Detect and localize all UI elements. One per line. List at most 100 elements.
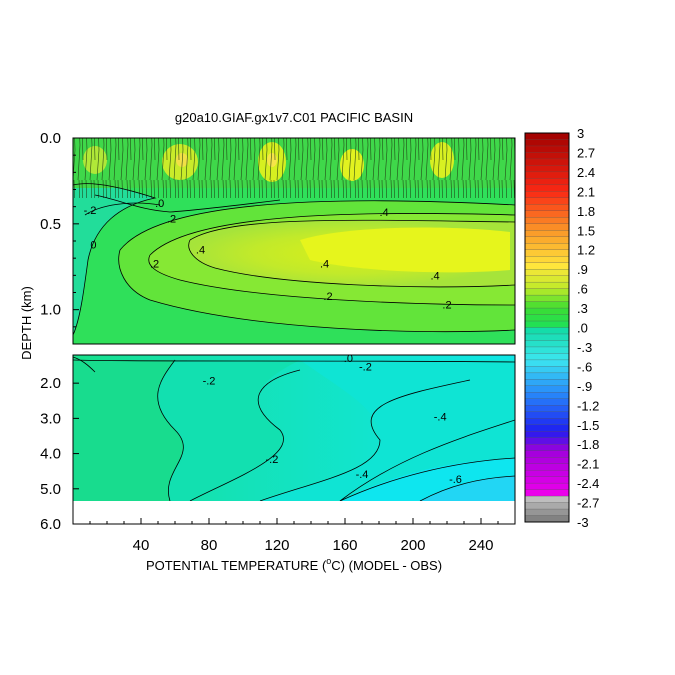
contour-line [189, 369, 301, 502]
colorbar-swatch [524, 281, 570, 290]
colorbar-label: 3 [577, 126, 584, 141]
colorbar-label: .0 [577, 321, 588, 336]
contour-label: -.2 [359, 361, 372, 373]
colorbar-label: -1.8 [577, 437, 599, 452]
colorbar-swatch [524, 184, 570, 192]
colorbar-swatch [524, 307, 570, 315]
contour-line [189, 219, 515, 241]
y-tick-label: 0.5 [40, 216, 61, 233]
contour-line [73, 359, 515, 363]
colorbar-label: -2.1 [577, 457, 599, 472]
colorbar-swatch [524, 508, 570, 516]
colorbar-swatch [524, 210, 570, 218]
colorbar-swatch [524, 385, 570, 393]
x-axis: 40 80 120 160 200 240 [89, 518, 499, 554]
colorbar-swatch [524, 359, 570, 367]
contour-line [188, 239, 515, 288]
contour-line [149, 213, 515, 256]
upper-surface-noise [73, 138, 515, 198]
contour-line [94, 194, 281, 213]
colorbar-swatch [524, 197, 570, 205]
colorbar-swatch [524, 268, 570, 277]
contour-line [118, 249, 515, 333]
colorbar-label: -1.2 [577, 398, 599, 413]
colorbar-swatch [524, 158, 570, 166]
contour-label: -.4 [434, 412, 447, 424]
colorbar-swatch [524, 132, 570, 140]
x-axis-label-part1: POTENTIAL TEMPERATURE ( [146, 558, 327, 573]
colorbar-label: -.6 [577, 359, 592, 374]
contour-line [84, 202, 161, 216]
contour-label: -.2 [265, 454, 278, 466]
colorbar-swatch [524, 450, 570, 458]
contour-label: .2 [323, 291, 332, 303]
colorbar-swatch [524, 217, 570, 225]
colorbar-swatch [524, 340, 570, 348]
colorbar-swatch [524, 411, 570, 419]
colorbar-label: 2.7 [577, 145, 595, 160]
colorbar-swatch [524, 444, 570, 452]
x-tick-label: 160 [332, 537, 357, 554]
y-tick-label: 0.0 [40, 130, 61, 147]
colorbar: 3 2.7 2.4 2.1 1.8 1.5 1.2 .9 .6 .3 .0 -.3 -.6 -.9 -1.2… [524, 126, 599, 530]
upper-core-yellow [300, 227, 510, 273]
upper-panel [73, 138, 515, 344]
colorbar-swatch [524, 392, 570, 400]
x-axis-label: POTENTIAL TEMPERATURE (oC) (MODEL - OBS) [146, 556, 442, 573]
colorbar-swatch [524, 256, 570, 264]
colorbar-swatch [524, 431, 570, 439]
colorbar-swatch [524, 469, 570, 478]
colorbar-swatch [524, 346, 570, 354]
contour-line [73, 356, 96, 373]
upper-cyan-region [73, 183, 155, 335]
contour-label: .4 [320, 258, 329, 270]
contour-line [339, 419, 515, 502]
colorbar-swatch [524, 418, 570, 426]
colorbar-swatch [524, 489, 570, 497]
contour-line [119, 200, 515, 251]
contour-label: .2 [167, 214, 176, 226]
colorbar-swatch [524, 482, 570, 491]
colorbar-swatch [524, 223, 570, 231]
colorbar-swatch [524, 476, 570, 484]
contour-label: .4 [196, 245, 205, 257]
colorbar-label: -3 [577, 515, 589, 530]
colorbar-swatch [524, 249, 570, 257]
x-tick-label: 200 [400, 537, 425, 554]
colorbar-label: .6 [577, 282, 588, 297]
colorbar-swatch [524, 165, 570, 173]
colorbar-swatch [524, 424, 570, 432]
colorbar-swatch [524, 288, 570, 296]
colorbar-swatch [524, 294, 570, 303]
upper-contours [73, 183, 515, 336]
y-axis-label: DEPTH (km) [19, 286, 34, 360]
colorbar-swatch [524, 405, 570, 413]
lower-nodata-strip [73, 501, 515, 524]
colorbar-swatch [524, 236, 570, 244]
colorbar-label: 1.5 [577, 223, 595, 238]
contour-label: .0 [344, 353, 353, 365]
colorbar-frame [524, 132, 570, 523]
colorbar-swatch [524, 191, 570, 199]
colorbar-label: 1.2 [577, 243, 595, 258]
x-axis-label-part2: C) (MODEL - OBS) [331, 558, 442, 573]
colorbar-swatch [524, 515, 570, 523]
colorbar-swatch [524, 463, 570, 471]
colorbar-swatch [524, 204, 570, 212]
x-tick-label: 120 [264, 537, 289, 554]
colorbar-swatch [524, 230, 570, 238]
colorbar-swatch [524, 353, 570, 361]
y-axis-lower: 2.0 3.0 4.0 5.0 6.0 [40, 375, 79, 533]
lower-mid-region [157, 360, 300, 501]
colorbar-swatch [524, 139, 570, 147]
colorbar-swatch [524, 301, 570, 309]
y-tick-label: 4.0 [40, 446, 61, 463]
contour-label: .2 [150, 258, 159, 270]
contour-line [73, 183, 157, 336]
contour-label: .4 [431, 270, 440, 282]
contour-line [157, 359, 184, 502]
colorbar-swatch [524, 502, 570, 510]
colorbar-swatch [524, 495, 570, 504]
contour-label: .0 [155, 198, 164, 210]
